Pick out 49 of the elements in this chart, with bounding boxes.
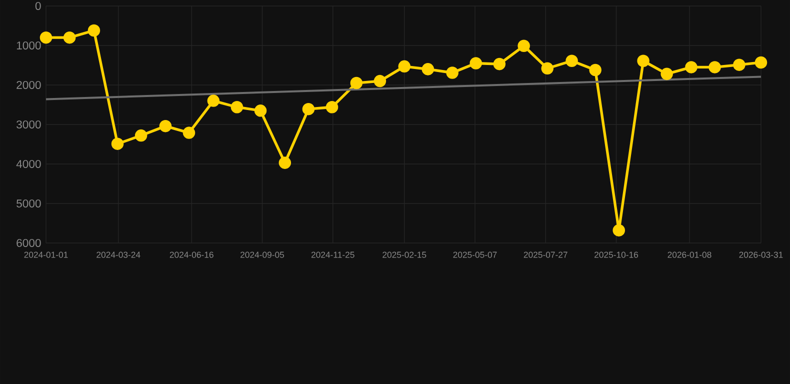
point: [637, 54, 650, 68]
y-tick-label: 5000: [16, 199, 41, 208]
point: [685, 61, 698, 74]
y-tick-label: 3000: [16, 120, 41, 128]
y-tick-label: 4000: [16, 160, 41, 168]
point: [541, 62, 554, 75]
point: [589, 64, 602, 76]
point: [63, 31, 76, 44]
point: [88, 24, 100, 37]
point: [493, 58, 506, 70]
point: [374, 74, 386, 88]
point: [660, 68, 673, 80]
x-tick-label: 2025-10-16: [594, 252, 638, 258]
point: [566, 54, 578, 68]
point: [111, 138, 124, 150]
x-tick-label: 2024-11-25: [311, 252, 354, 258]
point: [398, 60, 411, 73]
x-tick-label: 2024-09-05: [240, 252, 284, 258]
point: [446, 66, 458, 79]
point: [302, 102, 315, 116]
point: [612, 224, 626, 236]
x-tick-label: 2024-01-01: [24, 252, 68, 258]
point: [134, 129, 148, 142]
point: [350, 76, 363, 90]
point: [422, 63, 434, 76]
point: [278, 156, 292, 169]
x-tick-label: 2024-03-24: [96, 252, 140, 258]
point: [40, 31, 52, 44]
x-tick-label: 2024-06-16: [170, 252, 214, 258]
point: [708, 61, 721, 74]
x-tick-label: 2026-03-31: [739, 252, 783, 258]
x-tick-label: 2025-07-27: [524, 252, 568, 258]
y-tick-label: 1000: [16, 41, 41, 50]
x-tick-label: 2025-02-15: [382, 252, 426, 258]
point: [470, 57, 482, 70]
y-tick-label: 2000: [16, 80, 41, 89]
y-tick-label: 6000: [16, 238, 41, 247]
point: [754, 56, 768, 69]
point: [733, 58, 746, 71]
x-tick-label: 2026-01-08: [668, 252, 712, 258]
y-tick-label: 0: [35, 2, 41, 10]
point: [254, 104, 267, 117]
point: [326, 100, 338, 114]
point: [518, 40, 530, 52]
point: [230, 100, 244, 114]
point: [182, 126, 196, 139]
point: [159, 120, 172, 132]
x-tick-label: 2025-05-07: [453, 252, 497, 258]
point: [207, 94, 220, 107]
